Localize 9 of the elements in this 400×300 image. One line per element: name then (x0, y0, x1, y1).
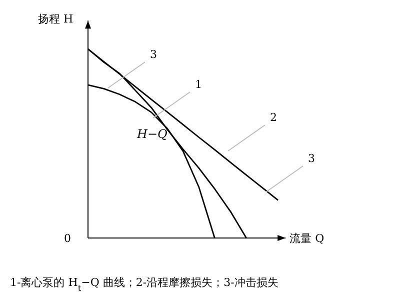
text: 1-离心泵的 H$_{t}$−Q 曲线；2-沿程摩擦损失；3-冲击损失 (10, 276, 278, 293)
annotation: 3 (150, 48, 157, 61)
annotation: H−Q (136, 127, 168, 141)
text: 3 (308, 152, 315, 165)
x-axis-title: 流量 Q (290, 232, 324, 245)
y-axis-title: 扬程 H (38, 12, 74, 26)
text: 0 (64, 232, 71, 245)
annotation: 1 (195, 78, 202, 91)
annotation: 2 (270, 111, 277, 124)
